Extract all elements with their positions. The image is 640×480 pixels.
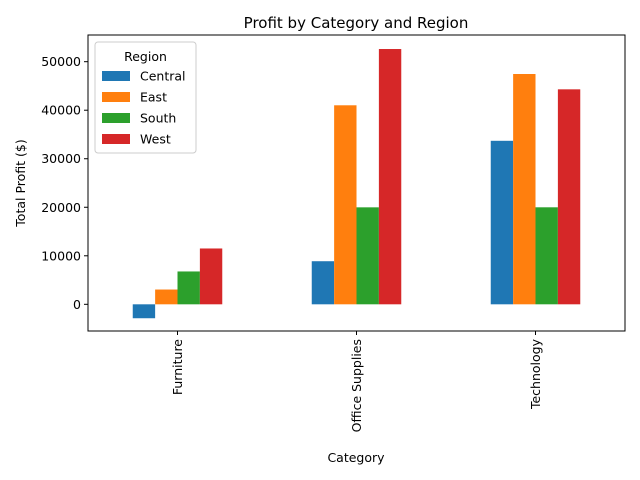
x-tick-label: Office Supplies: [349, 339, 364, 432]
legend-title: Region: [124, 49, 167, 64]
legend-label-central: Central: [140, 69, 186, 84]
legend-swatch-south: [102, 113, 130, 123]
legend-label-west: West: [140, 132, 171, 147]
legend-box: [94, 41, 197, 154]
bar-east-technology: [513, 74, 536, 305]
bar-east-office-supplies: [334, 105, 357, 305]
legend-label-east: East: [140, 90, 167, 105]
y-tick-label: 50000: [41, 54, 81, 69]
chart-title: Profit by Category and Region: [244, 14, 469, 32]
y-tick-label: 20000: [41, 200, 81, 215]
x-tick-label: Technology: [528, 338, 543, 410]
legend-swatch-central: [102, 71, 130, 81]
bar-central-office-supplies: [311, 261, 335, 305]
x-axis: Furniture Office Supplies Technology: [170, 331, 543, 432]
legend-label-south: South: [140, 111, 176, 126]
bar-east-furniture: [155, 289, 178, 305]
bar-west-technology: [557, 89, 581, 305]
bar-south-office-supplies: [356, 207, 379, 305]
y-tick-label: 10000: [41, 248, 81, 263]
bar-south-furniture: [177, 271, 200, 305]
legend-swatch-east: [102, 92, 130, 102]
x-tick-label: Furniture: [170, 339, 185, 395]
y-tick-label: 30000: [41, 151, 81, 166]
legend: Region Central East South West: [94, 41, 197, 154]
y-axis-label: Total Profit ($): [13, 139, 28, 227]
bar-south-technology: [535, 207, 558, 305]
x-axis-label: Category: [327, 450, 385, 465]
bar-west-furniture: [199, 248, 223, 305]
y-tick-label: 0: [73, 297, 81, 312]
legend-items: Central East South West: [102, 69, 186, 147]
bar-central-furniture: [132, 304, 156, 319]
legend-swatch-west: [102, 134, 130, 144]
y-tick-label: 40000: [41, 103, 81, 118]
y-axis: 0 10000 20000 30000 40000 50000: [41, 54, 88, 312]
bar-west-office-supplies: [378, 49, 402, 305]
bar-central-technology: [490, 140, 514, 305]
bars-group: [132, 49, 581, 319]
